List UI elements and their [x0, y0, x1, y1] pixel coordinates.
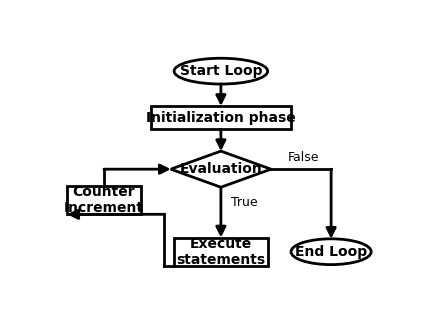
Bar — [150, 106, 290, 129]
Text: End Loop: End Loop — [295, 245, 366, 259]
Bar — [67, 186, 140, 214]
Text: Initialization phase: Initialization phase — [146, 111, 295, 125]
Bar — [174, 238, 267, 266]
Text: Execute
statements: Execute statements — [176, 237, 265, 267]
Text: Counter
Increment: Counter Increment — [64, 185, 144, 215]
Text: False: False — [287, 151, 319, 164]
Text: Evaluation: Evaluation — [179, 162, 261, 176]
Text: Start Loop: Start Loop — [179, 64, 261, 78]
Text: True: True — [230, 196, 257, 209]
